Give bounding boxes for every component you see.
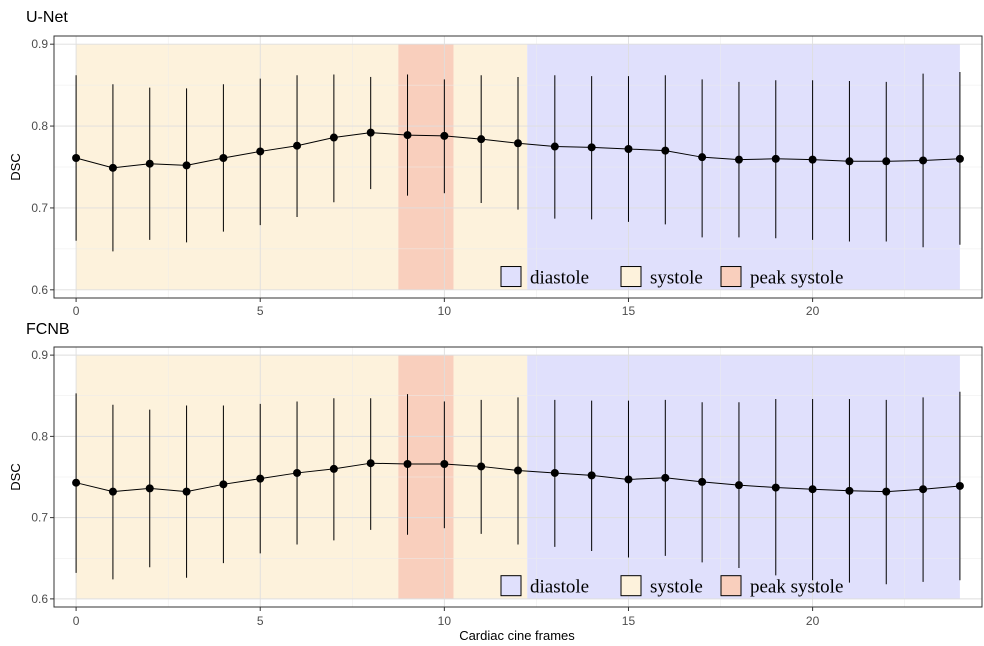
data-point xyxy=(440,131,449,140)
panel-title: U-Net xyxy=(26,9,68,26)
y-tick-label: 0.8 xyxy=(31,119,48,133)
data-point xyxy=(366,128,375,137)
y-tick-label: 0.7 xyxy=(31,511,48,525)
x-tick-label: 5 xyxy=(257,304,264,318)
x-tick-label: 10 xyxy=(438,304,452,318)
y-tick-label: 0.8 xyxy=(31,429,48,443)
data-point xyxy=(845,157,854,166)
legend-key-systole xyxy=(620,266,642,288)
data-point xyxy=(587,143,596,152)
data-point xyxy=(514,139,522,148)
data-point xyxy=(219,480,228,489)
y-axis-label: DSC xyxy=(8,463,23,490)
y-tick-label: 0.7 xyxy=(31,201,48,215)
legend-key-diastole xyxy=(500,266,522,288)
x-tick-label: 10 xyxy=(438,614,452,628)
panel-title: FCNB xyxy=(26,321,70,338)
panel-fcnb: 0.60.70.80.90510152025FCNBDSCdiastolesys… xyxy=(8,321,983,628)
data-point xyxy=(293,468,302,477)
data-point xyxy=(661,473,670,482)
data-point xyxy=(403,131,412,140)
data-point xyxy=(955,481,964,490)
data-point xyxy=(624,475,633,484)
legend-key-systole xyxy=(620,575,642,597)
data-point xyxy=(661,146,670,155)
legend-label: diastole xyxy=(530,268,589,289)
data-point xyxy=(808,485,817,494)
data-point xyxy=(734,155,743,164)
data-point xyxy=(550,142,559,151)
data-point xyxy=(145,159,154,168)
x-axis-label: Cardiac cine frames xyxy=(459,628,575,643)
data-point xyxy=(219,153,228,162)
legend-key-peak-systole xyxy=(720,575,742,597)
legend-label: peak systole xyxy=(750,577,843,598)
data-point xyxy=(734,481,743,490)
legend-key-peak-systole xyxy=(720,266,742,288)
data-point xyxy=(845,486,854,495)
data-point xyxy=(919,485,928,494)
panel-unet: 0.60.70.80.90510152025U-NetDSCdiastolesy… xyxy=(8,9,983,318)
data-point xyxy=(329,133,338,142)
data-point xyxy=(145,484,154,493)
data-point xyxy=(477,135,486,144)
data-point xyxy=(698,477,707,486)
data-point xyxy=(477,462,486,471)
data-point xyxy=(919,156,928,165)
legend-label: systole xyxy=(650,577,703,598)
data-point xyxy=(366,459,375,468)
data-point xyxy=(698,153,707,162)
data-point xyxy=(72,478,81,487)
y-tick-label: 0.9 xyxy=(31,37,48,51)
data-point xyxy=(955,154,964,163)
data-point xyxy=(440,460,449,468)
data-point xyxy=(550,468,559,477)
data-point xyxy=(256,147,265,156)
x-tick-label: 15 xyxy=(622,614,636,628)
legend-label: systole xyxy=(650,268,703,289)
x-tick-label: 5 xyxy=(257,614,264,628)
data-point xyxy=(771,154,780,163)
x-tick-label: 0 xyxy=(73,614,80,628)
panel-border xyxy=(53,35,983,299)
data-point xyxy=(108,487,117,496)
x-tick-label: 20 xyxy=(806,304,820,318)
y-tick-label: 0.6 xyxy=(31,592,48,606)
legend-key-diastole xyxy=(500,575,522,597)
x-tick-label: 0 xyxy=(73,304,80,318)
data-point xyxy=(403,460,412,468)
data-point xyxy=(182,487,191,496)
legend-label: peak systole xyxy=(750,268,843,289)
legend-label: diastole xyxy=(530,577,589,598)
y-axis-label: DSC xyxy=(8,153,23,180)
data-point xyxy=(808,155,817,164)
data-point xyxy=(329,464,338,473)
data-point xyxy=(624,144,633,153)
y-tick-label: 0.9 xyxy=(31,348,48,362)
data-point xyxy=(882,157,891,166)
data-point xyxy=(293,141,302,150)
x-tick-label: 15 xyxy=(622,304,636,318)
data-point xyxy=(182,161,191,170)
data-point xyxy=(256,474,265,483)
data-point xyxy=(108,163,117,172)
data-point xyxy=(514,466,522,475)
data-point xyxy=(587,471,596,480)
data-point xyxy=(882,487,891,496)
data-point xyxy=(771,483,780,492)
data-point xyxy=(72,153,81,162)
panel-border xyxy=(53,346,983,608)
y-tick-label: 0.6 xyxy=(31,283,48,297)
x-tick-label: 20 xyxy=(806,614,820,628)
